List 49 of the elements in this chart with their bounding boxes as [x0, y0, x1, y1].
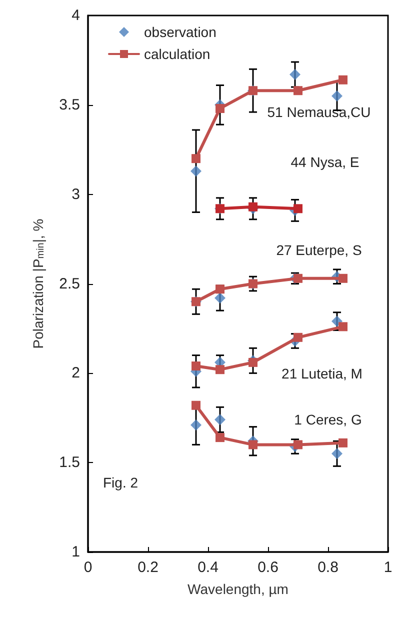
annotation: 21 Lutetia, M — [282, 365, 362, 382]
y-tick-label: 2.5 — [59, 275, 80, 292]
x-tick-label: 0.2 — [138, 559, 158, 576]
point — [248, 440, 258, 450]
point — [294, 332, 302, 342]
point — [332, 90, 342, 102]
point — [332, 448, 342, 460]
point — [338, 274, 348, 283]
point — [338, 438, 348, 448]
point — [192, 362, 200, 371]
point — [192, 400, 200, 410]
point — [216, 284, 224, 294]
annotation: 51 Nemausa,CU — [267, 104, 371, 120]
point — [294, 440, 302, 450]
x-tick-label: 1 — [384, 559, 392, 576]
y-tick-label: 1 — [72, 544, 80, 560]
y-tick-label: 4 — [72, 7, 80, 24]
x-tick-label: 0.4 — [198, 559, 218, 576]
y-tick-label: 3.5 — [59, 96, 80, 114]
y-tick-label: 2 — [72, 364, 80, 382]
point — [248, 202, 258, 212]
point — [290, 69, 300, 80]
annotation: 1 Ceres, G — [294, 411, 362, 428]
point — [248, 358, 258, 367]
point — [190, 420, 202, 431]
point — [332, 316, 342, 327]
point — [214, 292, 226, 304]
y-tick-label: 1.5 — [59, 454, 80, 472]
point — [338, 322, 348, 332]
x-axis-title: Wavelength, µm — [188, 581, 288, 597]
y-tick-label: 3 — [72, 186, 80, 203]
point — [216, 104, 224, 113]
point — [190, 166, 202, 177]
x-tick-label: 0 — [84, 559, 92, 576]
annotation: 27 Euterpe, S — [276, 242, 362, 258]
annotation: 44 Nysa, E — [290, 154, 360, 170]
legend-label: observation — [144, 24, 216, 40]
point — [338, 75, 348, 84]
point — [214, 414, 226, 426]
point — [216, 433, 224, 442]
point — [294, 204, 302, 214]
y-axis-title: Polarization |Pmin|, % — [30, 218, 46, 349]
point — [216, 365, 224, 374]
x-tick-label: 0.8 — [318, 559, 338, 576]
legend-label: calculation — [144, 46, 210, 62]
point — [192, 154, 200, 164]
annotation: Fig. 2 — [103, 474, 138, 490]
x-tick-label: 0.6 — [258, 559, 278, 576]
point — [294, 86, 302, 96]
